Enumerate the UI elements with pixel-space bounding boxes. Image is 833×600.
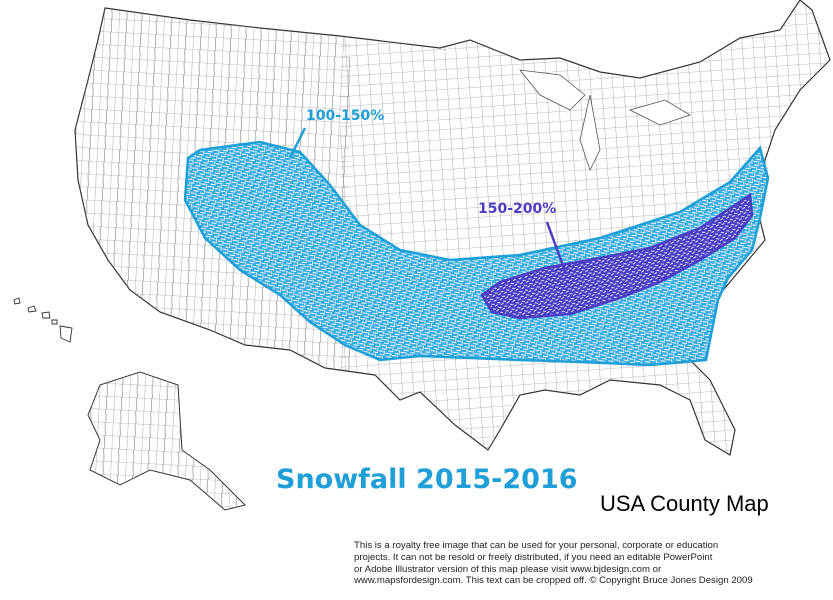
copyright-line: www.mapsfordesign.com. This text can be … xyxy=(354,575,753,587)
leader-line-150-200 xyxy=(545,221,568,275)
copyright-line: This is a royalty free image that can be… xyxy=(354,540,719,551)
snowfall-zone-150-200 xyxy=(480,192,754,320)
zone-label-150-200: 150-200% xyxy=(478,201,557,217)
map-title: Snowfall 2015-2016 xyxy=(276,464,578,495)
copyright-line: projects. It can not be resold or freely… xyxy=(354,551,713,563)
alaska xyxy=(87,371,246,511)
hawaii xyxy=(13,297,73,343)
map-subtitle: USA County Map xyxy=(600,491,769,516)
leader-line-100-150 xyxy=(288,127,307,159)
zone-label-100-150: 100-150% xyxy=(306,108,385,124)
copyright-notice: This is a royalty free image that can be… xyxy=(354,540,824,587)
snowfall-zone-100-150 xyxy=(183,140,770,367)
copyright-line: or Adobe Illustrator version of this map… xyxy=(354,563,662,575)
